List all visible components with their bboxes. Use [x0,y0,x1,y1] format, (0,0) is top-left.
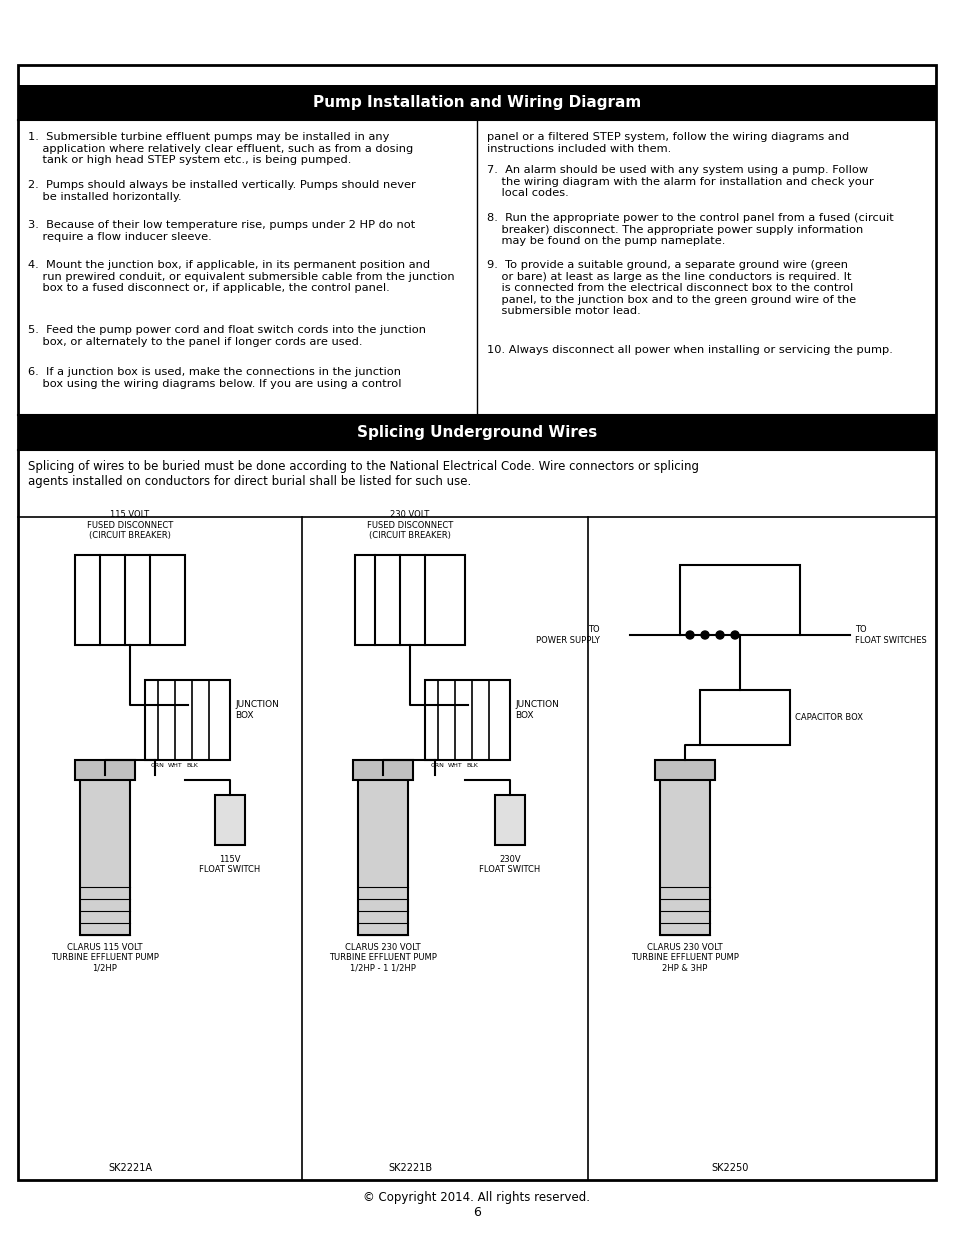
Text: CLARUS 230 VOLT
TURBINE EFFLUENT PUMP
2HP & 3HP: CLARUS 230 VOLT TURBINE EFFLUENT PUMP 2H… [630,944,739,973]
Bar [355,555,464,645]
Text: 115 VOLT
FUSED DISCONNECT
(CIRCUIT BREAKER): 115 VOLT FUSED DISCONNECT (CIRCUIT BREAK… [87,510,172,540]
Text: TO
FLOAT SWITCHES: TO FLOAT SWITCHES [854,625,925,645]
Text: © Copyright 2014. All rights reserved.: © Copyright 2014. All rights reserved. [363,1191,590,1203]
Text: CLARUS 230 VOLT
TURBINE EFFLUENT PUMP
1/2HP - 1 1/2HP: CLARUS 230 VOLT TURBINE EFFLUENT PUMP 1/… [329,944,436,973]
Circle shape [730,631,739,638]
Text: WHT: WHT [168,763,182,768]
Text: 115V
FLOAT SWITCH: 115V FLOAT SWITCH [199,855,260,874]
Text: GROUND: GROUND [357,635,392,643]
Text: 230V
FLOAT SWITCH: 230V FLOAT SWITCH [478,855,540,874]
Text: 6: 6 [473,1207,480,1219]
Text: Splicing of wires to be buried must be done according to the National Electrical: Splicing of wires to be buried must be d… [28,459,699,488]
Text: 4.  Mount the junction box, if applicable, in its permanent position and
    run: 4. Mount the junction box, if applicable… [28,261,455,293]
Text: RED: RED [759,690,772,695]
Text: BLK: BLK [745,690,757,695]
Text: TO
POWER SUPPLY: TO POWER SUPPLY [536,625,599,645]
Text: 10. Always disconnect all power when installing or servicing the pump.: 10. Always disconnect all power when ins… [486,345,892,354]
Text: 115 VOLT LINE: 115 VOLT LINE [80,557,135,566]
Text: 7.  An alarm should be used with any system using a pump. Follow
    the wiring : 7. An alarm should be used with any syst… [486,165,873,198]
Text: GROUND: GROUND [78,635,112,643]
Bar [75,555,185,645]
Bar [679,564,800,635]
Text: 8.  Run the appropriate power to the control panel from a fused (circuit
    bre: 8. Run the appropriate power to the cont… [486,212,893,246]
Text: 230 VOLT
FUSED DISCONNECT
(CIRCUIT BREAKER): 230 VOLT FUSED DISCONNECT (CIRCUIT BREAK… [367,510,453,540]
Bar [145,680,230,760]
Text: YEL: YEL [732,690,742,695]
Text: L2: L2 [720,690,727,695]
Text: JUNCTION
BOX: JUNCTION BOX [234,700,278,720]
Bar [214,795,245,845]
Text: BLK: BLK [186,763,197,768]
Bar [18,415,935,450]
Circle shape [685,631,693,638]
Text: SK2250: SK2250 [711,1163,748,1173]
Bar [18,85,935,120]
Text: panel or a filtered STEP system, follow the wiring diagrams and
instructions inc: panel or a filtered STEP system, follow … [486,132,848,153]
Text: 1.  Submersible turbine effluent pumps may be installed in any
    application w: 1. Submersible turbine effluent pumps ma… [28,132,413,165]
Text: WHT: WHT [447,763,462,768]
Text: SK2221B: SK2221B [388,1163,432,1173]
Bar [495,795,524,845]
Text: GRN: GRN [151,763,165,768]
Text: Splicing Underground Wires: Splicing Underground Wires [356,425,597,440]
Text: 6.  If a junction box is used, make the connections in the junction
    box usin: 6. If a junction box is used, make the c… [28,367,401,389]
Bar [357,776,408,935]
Text: 230 VOLT LINE: 230 VOLT LINE [359,557,415,566]
Text: 9.  To provide a suitable ground, a separate ground wire (green
    or bare) at : 9. To provide a suitable ground, a separ… [486,261,855,316]
Bar [80,776,130,935]
Bar [659,776,709,935]
Text: SK2221A: SK2221A [108,1163,152,1173]
Bar [75,760,135,781]
Text: 2.  Pumps should always be installed vertically. Pumps should never
    be insta: 2. Pumps should always be installed vert… [28,180,416,201]
Text: CAPACITOR BOX: CAPACITOR BOX [794,714,862,722]
Text: L1: L1 [705,690,713,695]
Text: CONTROL PANEL: CONTROL PANEL [702,595,777,604]
Circle shape [700,631,708,638]
Bar [424,680,510,760]
Text: JUNCTION
BOX: JUNCTION BOX [515,700,558,720]
Bar [353,760,413,781]
Text: 3.  Because of their low temperature rise, pumps under 2 HP do not
    require a: 3. Because of their low temperature rise… [28,220,415,242]
Text: 5.  Feed the pump power cord and float switch cords into the junction
    box, o: 5. Feed the pump power cord and float sw… [28,325,426,347]
Bar [655,760,714,781]
Circle shape [716,631,723,638]
Bar [700,690,789,745]
Text: BLK: BLK [466,763,477,768]
Text: Pump Installation and Wiring Diagram: Pump Installation and Wiring Diagram [313,95,640,110]
Text: GRN: GRN [431,763,444,768]
Text: CLARUS 115 VOLT
TURBINE EFFLUENT PUMP
1/2HP: CLARUS 115 VOLT TURBINE EFFLUENT PUMP 1/… [51,944,159,973]
